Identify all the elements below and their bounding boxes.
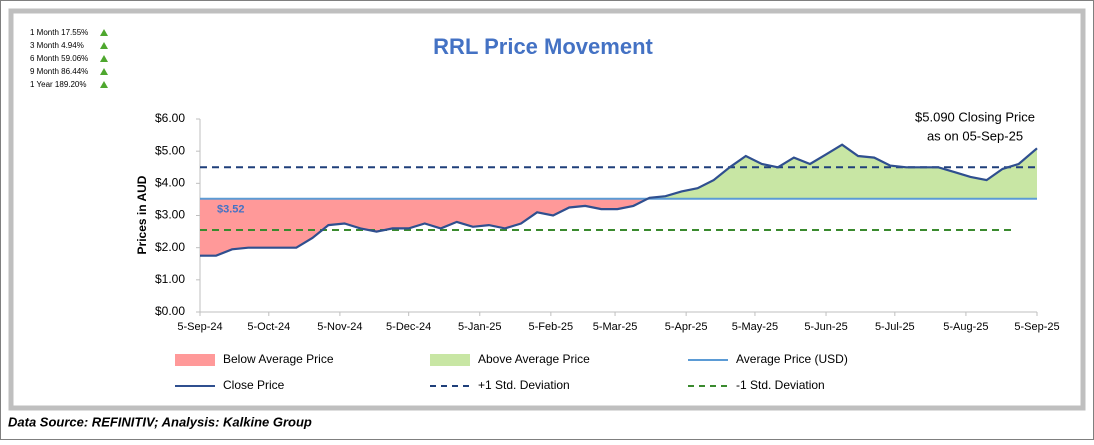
up-arrow (100, 81, 108, 88)
legend-label: +1 Std. Deviation (478, 378, 570, 392)
up-arrow (100, 55, 108, 62)
average-label: $3.52 (217, 204, 245, 216)
legend-swatch (175, 354, 215, 366)
annotation: $5.090 Closing Price (915, 109, 1035, 124)
return-label: 9 Month 86.44% (30, 67, 88, 76)
y-tick-label: $4.00 (155, 176, 185, 190)
x-tick-label: 5-Sep-24 (177, 321, 222, 333)
return-label: 1 Month 17.55% (30, 28, 88, 37)
chart-title: RRL Price Movement (433, 34, 653, 59)
legend-label: -1 Std. Deviation (736, 378, 825, 392)
x-tick-label: 5-Dec-24 (386, 321, 431, 333)
x-tick-label: 5-Mar-25 (593, 321, 638, 333)
x-tick-label: 5-Sep-25 (1014, 321, 1059, 333)
legend-swatch (430, 354, 470, 366)
return-label: 3 Month 4.94% (30, 41, 84, 50)
y-tick-label: $2.00 (155, 240, 185, 254)
x-tick-label: 5-Oct-24 (247, 321, 290, 333)
x-tick-label: 5-Apr-25 (665, 321, 708, 333)
x-tick-label: 5-Jul-25 (875, 321, 915, 333)
y-axis-label: Prices in AUD (135, 175, 149, 254)
y-tick-label: $1.00 (155, 272, 185, 286)
y-tick-label: $6.00 (155, 111, 185, 125)
return-label: 1 Year 189.20% (30, 80, 87, 89)
close-line (200, 143, 1038, 257)
return-label: 6 Month 59.06% (30, 54, 88, 63)
x-tick-label: 5-Jan-25 (458, 321, 501, 333)
y-tick-label: $0.00 (155, 304, 185, 318)
x-tick-label: 5-May-25 (732, 321, 778, 333)
annotation: as on 05-Sep-25 (927, 128, 1023, 143)
above-average-area (647, 144, 1037, 199)
below-average-area (200, 198, 1037, 256)
x-tick-label: 5-Feb-25 (529, 321, 574, 333)
x-tick-label: 5-Jun-25 (804, 321, 847, 333)
legend-label: Close Price (223, 378, 285, 392)
up-arrow (100, 68, 108, 75)
up-arrow (100, 42, 108, 49)
legend-label: Below Average Price (223, 352, 334, 366)
y-tick-label: $5.00 (155, 143, 185, 157)
x-tick-label: 5-Nov-24 (317, 321, 362, 333)
up-arrow (100, 29, 108, 36)
source-note: Data Source: REFINITIV; Analysis: Kalkin… (8, 414, 312, 429)
x-tick-label: 5-Aug-25 (943, 321, 988, 333)
legend-label: Average Price (USD) (736, 352, 848, 366)
y-tick-label: $3.00 (155, 208, 185, 222)
legend-label: Above Average Price (478, 352, 590, 366)
